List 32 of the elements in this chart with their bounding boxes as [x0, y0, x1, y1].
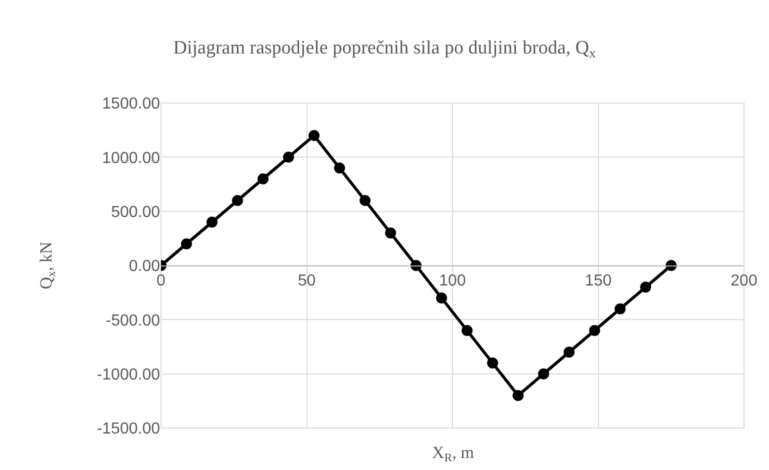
- point: [640, 282, 652, 293]
- point: [462, 325, 473, 336]
- x-tick-label: 50: [298, 272, 316, 290]
- y-tick-label: 1500.00: [102, 96, 160, 113]
- y-tick-label: -1000.00: [96, 366, 160, 384]
- point: [181, 238, 192, 250]
- y-tick-label: 1000.00: [102, 150, 160, 167]
- y-tick-label: -1500.00: [96, 420, 160, 438]
- point: [487, 358, 498, 368]
- point: [206, 216, 218, 228]
- point: [589, 325, 600, 336]
- y-tick-label: 500.00: [111, 204, 160, 221]
- point: [614, 303, 626, 314]
- point: [360, 195, 371, 206]
- point: [436, 292, 448, 304]
- point: [538, 368, 550, 380]
- chart-title: Dijagram raspodjele poprečnih sila po duljini broda, Q$_{x}$: [173, 38, 596, 61]
- x-tick-label: 100: [439, 272, 466, 290]
- y-tick-label: 0.00: [128, 258, 160, 276]
- point: [385, 228, 396, 238]
- x-tick-label: 200: [730, 272, 758, 290]
- point: [308, 130, 320, 141]
- point: [283, 152, 294, 163]
- x-tick-label: 150: [584, 272, 612, 290]
- point: [334, 162, 346, 174]
- x-axis-title: X$_{R}$, m: [432, 443, 474, 465]
- y-tick-label: -500.00: [106, 312, 160, 330]
- x-tick-label: 0: [156, 272, 166, 290]
- point: [232, 195, 244, 206]
- point: [564, 346, 575, 358]
- point: [512, 390, 524, 401]
- point: [258, 173, 269, 184]
